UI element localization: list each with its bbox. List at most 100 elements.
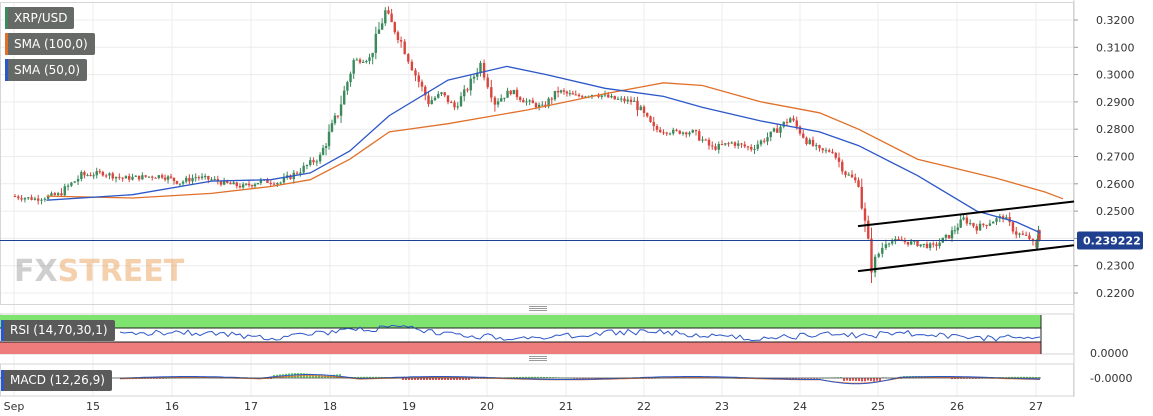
macd-histogram-bar-114: [462, 378, 464, 380]
macd-histogram-bar-222: [786, 378, 788, 380]
candle-body-149: [493, 97, 497, 105]
x-tick-label-9: 23: [715, 400, 729, 413]
candle-body-210: [688, 132, 691, 135]
macd-histogram-bar-108: [444, 378, 446, 380]
candle-body-279: [913, 240, 916, 242]
candle-body-167: [550, 98, 553, 100]
fxstreet-watermark: FXSTREET: [14, 254, 185, 289]
symbol-label[interactable]: XRP/USD: [5, 7, 75, 29]
candle-body-90: [302, 165, 305, 173]
macd-histogram-bar-142: [546, 376, 548, 378]
macd-histogram-bar-103: [429, 378, 431, 380]
candle-body-189: [620, 98, 623, 100]
sma100-color-swatch: [5, 33, 8, 55]
candle-body-69: [235, 182, 238, 187]
candle-body-298: [972, 223, 975, 227]
macd-label-text: MACD (12,26,9): [10, 373, 105, 387]
candle-body-47: [166, 176, 170, 180]
y-tick-label-1: 0.3100: [1096, 41, 1135, 54]
candle-body-131: [433, 97, 437, 101]
macd-histogram-bar-139: [537, 376, 539, 378]
candle-body-10: [46, 195, 50, 199]
macd-pane-resize-handle[interactable]: [529, 356, 547, 362]
candle-body-86: [289, 175, 292, 180]
candle-body-305: [995, 218, 998, 222]
sma50-label[interactable]: SMA (50,0): [5, 59, 88, 81]
candle-body-3: [23, 198, 27, 200]
candle-body-45: [160, 175, 164, 178]
candle-body-295: [962, 217, 965, 220]
macd-histogram-bar-244: [852, 378, 854, 381]
candle-body-178: [584, 96, 587, 98]
candle-body-285: [932, 243, 935, 245]
candle-body-101: [336, 115, 340, 117]
candle-body-150: [496, 101, 500, 105]
candle-body-108: [358, 59, 362, 63]
candle-body-132: [437, 94, 440, 98]
candle-body-54: [188, 177, 191, 182]
candle-body-175: [574, 94, 577, 96]
macd-label[interactable]: MACD (12,26,9): [1, 370, 112, 391]
candle-body-93: [312, 160, 315, 163]
candle-body-261: [854, 177, 857, 181]
candle-body-312: [1018, 233, 1021, 235]
candle-body-104: [346, 82, 349, 91]
x-tick-label-8: 22: [637, 400, 651, 413]
candle-body-109: [361, 61, 365, 63]
x-tick-label-11: 25: [871, 400, 885, 413]
candle-body-88: [295, 172, 299, 174]
candle-body-107: [355, 59, 359, 61]
candle-body-201: [659, 129, 662, 133]
candle-body-170: [559, 90, 563, 93]
candle-body-290: [947, 234, 951, 239]
candle-body-199: [652, 121, 655, 127]
candle-body-139: [459, 96, 463, 107]
candle-body-169: [556, 90, 560, 93]
macd-histogram-bar-296: [1008, 376, 1010, 378]
candle-body-126: [417, 75, 420, 82]
candle-body-186: [610, 95, 613, 98]
candle-body-230: [753, 148, 756, 150]
rsi-label[interactable]: RSI (14,70,30,1): [1, 320, 115, 341]
candle-body-128: [424, 86, 427, 96]
candle-body-82: [276, 183, 279, 185]
macd-histogram-bar-58: [294, 373, 296, 378]
candle-body-223: [730, 142, 733, 144]
candle-body-77: [259, 179, 263, 183]
macd-histogram-bar-111: [453, 378, 455, 380]
candle-body-243: [795, 120, 798, 127]
candle-body-16: [66, 185, 70, 187]
candle-body-234: [766, 137, 769, 142]
candle-body-184: [603, 94, 607, 96]
candle-body-9: [43, 198, 47, 200]
candle-body-183: [600, 95, 603, 97]
candle-body-123: [407, 54, 410, 62]
candle-body-226: [740, 143, 743, 145]
candle-body-206: [675, 129, 678, 131]
candle-body-237: [776, 128, 779, 133]
candle-body-259: [847, 174, 850, 176]
macd-histogram-bar-136: [528, 376, 530, 378]
candle-body-117: [387, 10, 390, 14]
candle-body-154: [509, 90, 512, 95]
candle-body-17: [70, 182, 73, 186]
candle-body-216: [707, 139, 711, 146]
macd-histogram-bar-96: [408, 378, 410, 380]
candle-body-164: [541, 104, 544, 106]
sma50-color-swatch: [5, 59, 8, 81]
candle-body-91: [305, 165, 309, 167]
candle-body-284: [928, 243, 932, 248]
y-tick-label-10: 0.2200: [1096, 287, 1135, 300]
candle-body-245: [802, 133, 805, 138]
macd-histogram-bar-83: [369, 376, 371, 378]
candle-body-315: [1028, 235, 1031, 240]
candle-body-76: [256, 182, 260, 185]
sma100-label[interactable]: SMA (100,0): [5, 33, 95, 55]
macd-histogram-bar-306: [1038, 377, 1040, 378]
macd-histogram-bar-141: [543, 376, 545, 378]
candle-body-159: [525, 101, 528, 103]
candle-body-250: [818, 145, 821, 149]
sma50-label-text: SMA (50,0): [14, 63, 81, 77]
rsi-pane-resize-handle[interactable]: [529, 306, 547, 312]
